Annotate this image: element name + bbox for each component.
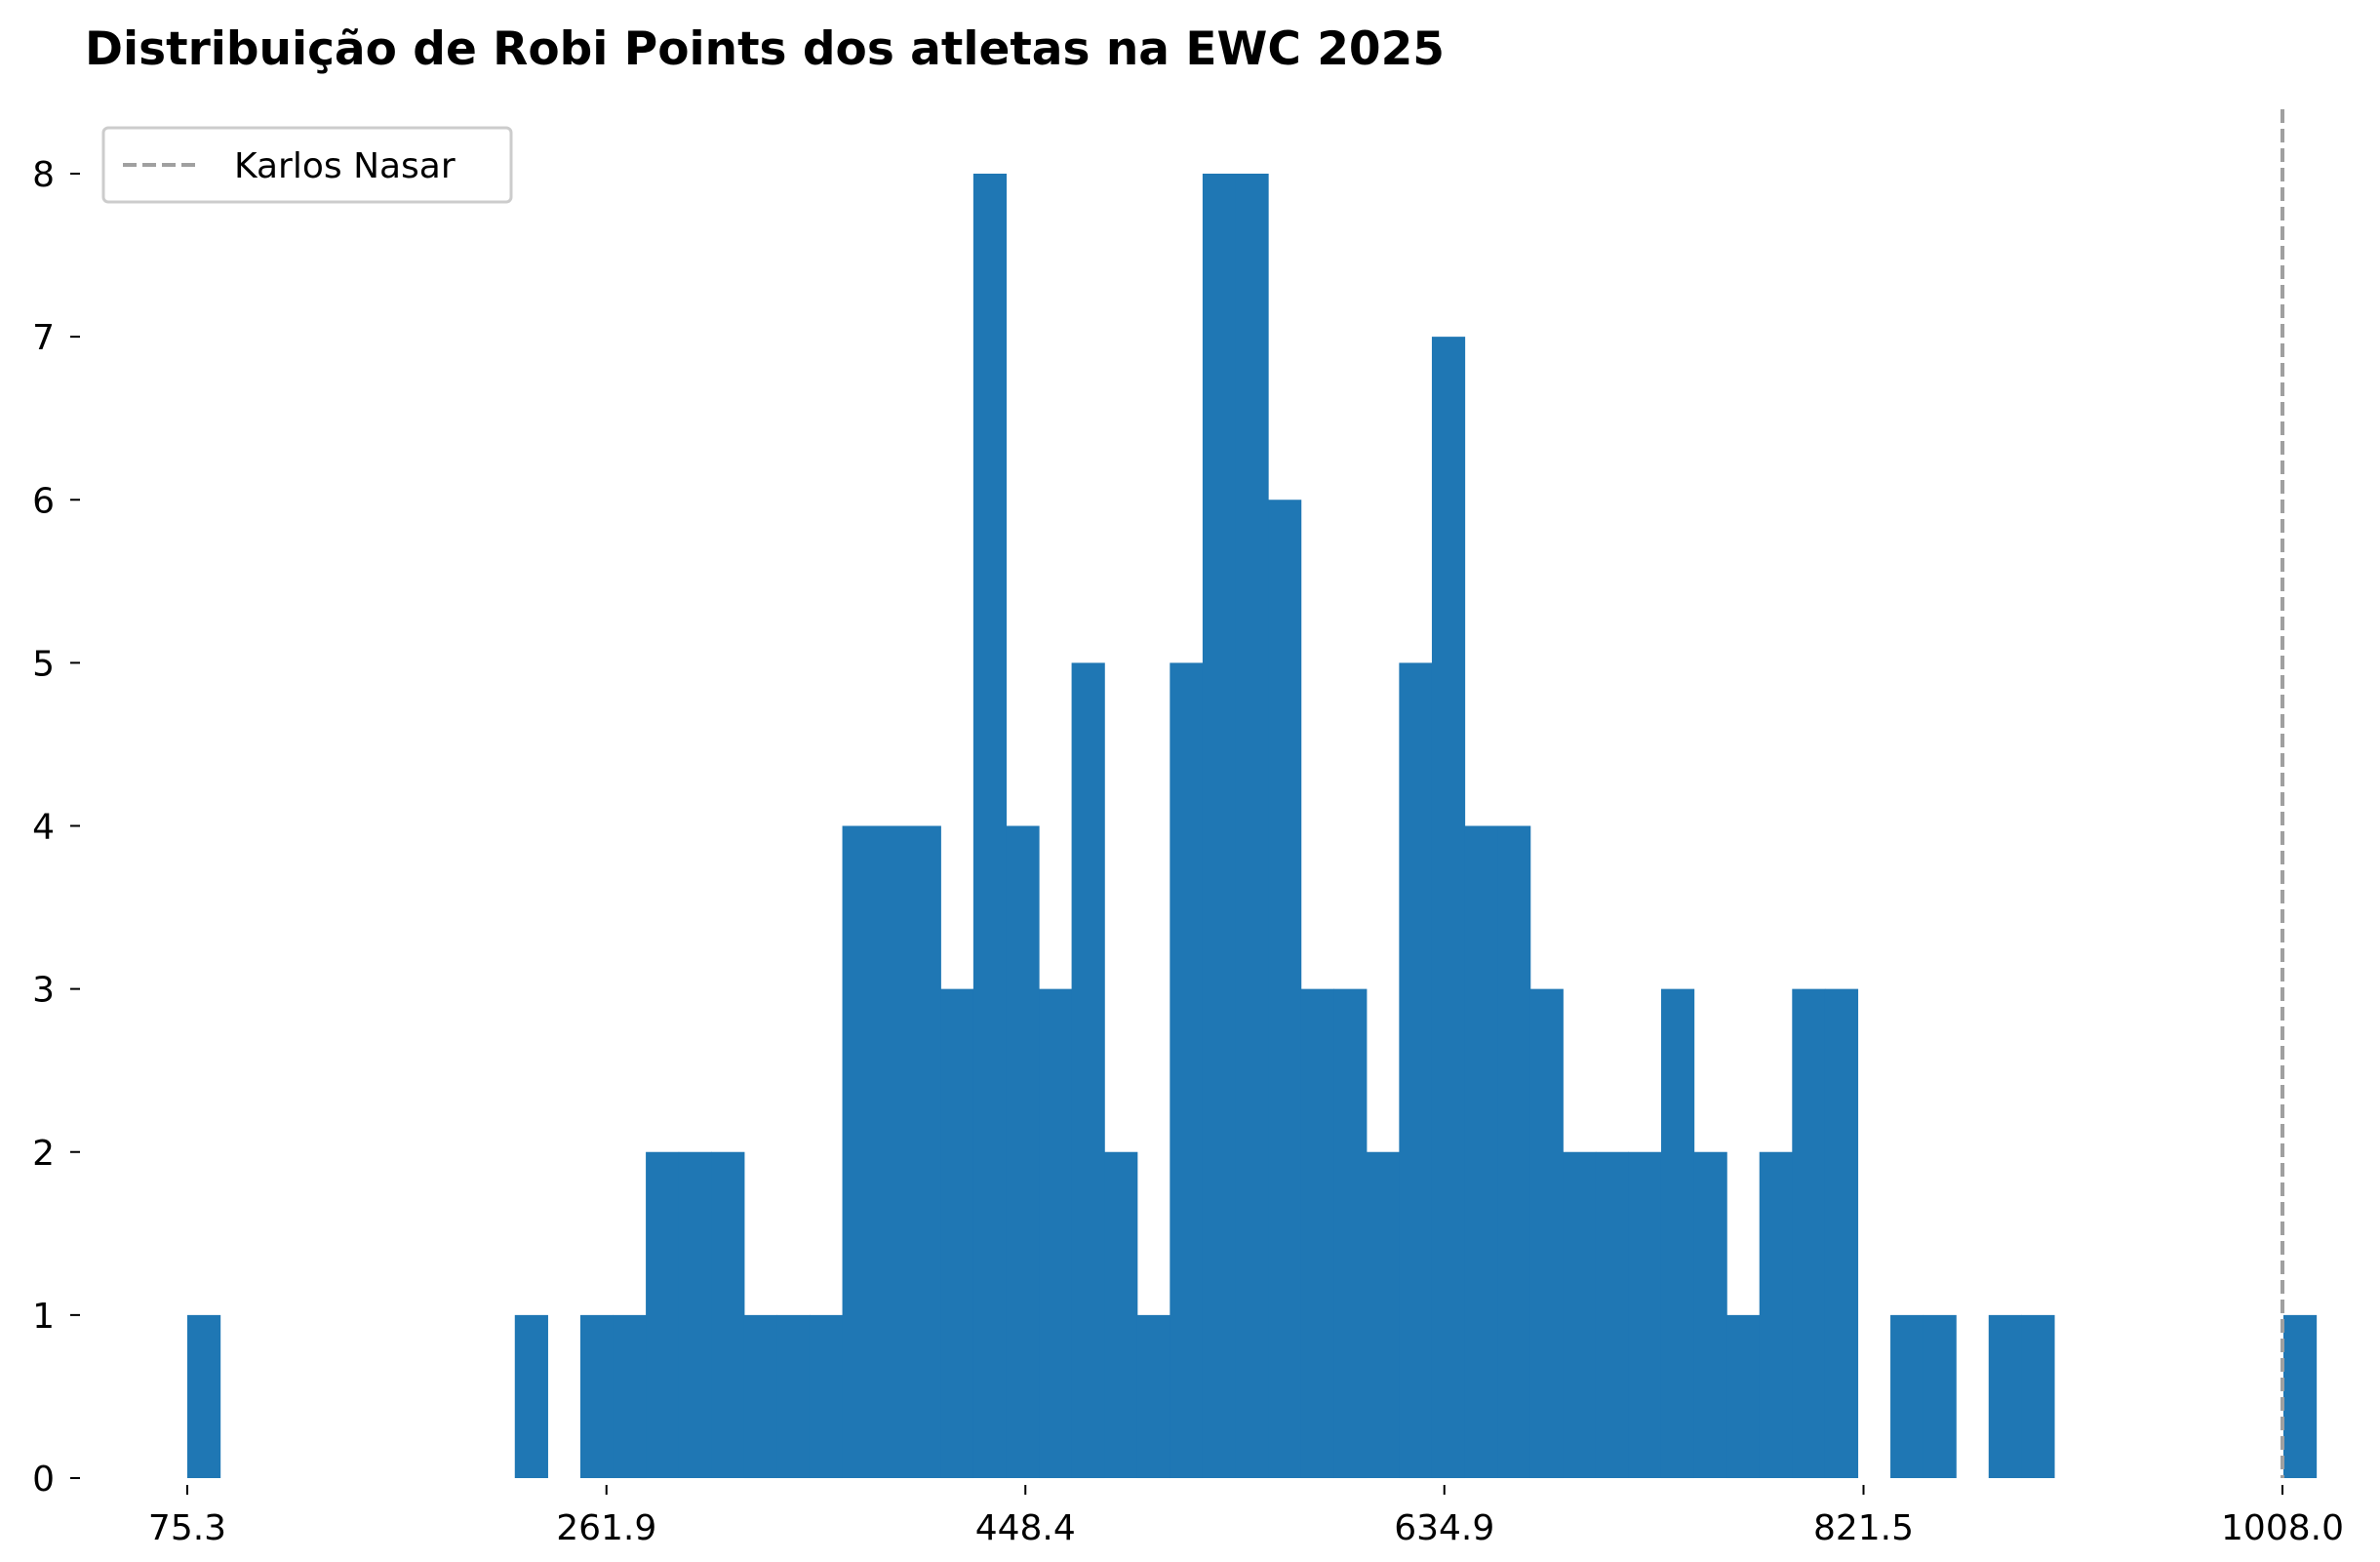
histogram-bar [743,1314,777,1479]
y-tick-label: 1 [32,1297,55,1337]
histogram-bar [1431,337,1466,1479]
histogram-bar [1464,825,1498,1478]
histogram-bar [875,825,909,1478]
histogram-bar [1595,1151,1630,1478]
histogram-bar [1923,1314,1957,1479]
histogram-bar [1792,988,1826,1479]
histogram-bar [972,174,1008,1478]
histogram-bar [809,1314,844,1479]
histogram-bar [579,1314,615,1479]
histogram-bar [1890,1314,1924,1479]
x-axis: 75.3 261.9 448.4 634.9 821.5 1008.0 [148,1485,2344,1548]
x-tick-label: 634.9 [1394,1508,1494,1548]
legend: Karlos Nasar [101,126,513,204]
histogram-bar [1628,1151,1662,1478]
histogram-bar [1399,662,1433,1479]
histogram-bar [1006,825,1040,1478]
x-tick-label: 821.5 [1813,1508,1914,1548]
bars-layer [187,174,2318,1479]
histogram-bar [842,825,876,1478]
histogram-bar [711,1151,745,1478]
histogram-bar [2282,1314,2318,1479]
x-tick-label: 261.9 [556,1508,656,1548]
y-tick-label: 0 [32,1460,55,1500]
histogram-bar [1071,662,1105,1479]
x-tick-label: 1008.0 [2221,1508,2344,1548]
histogram-bar [940,988,974,1479]
histogram-bar [1824,988,1859,1479]
y-tick-label: 5 [32,644,55,684]
histogram-bar [1759,1151,1793,1478]
histogram-bar [1529,988,1564,1479]
y-tick-label: 3 [32,971,55,1011]
histogram-bar [1136,1314,1170,1479]
histogram-bar [1563,1151,1597,1478]
histogram-bar [1170,662,1204,1479]
histogram-bar [1202,174,1237,1478]
x-tick-label: 75.3 [148,1508,226,1548]
y-tick-label: 8 [32,155,55,195]
x-tick-label: 448.4 [975,1508,1076,1548]
y-tick-label: 2 [32,1134,55,1174]
legend-label: Karlos Nasar [234,146,456,186]
histogram-bar [678,1151,712,1478]
y-tick-label: 4 [32,808,55,848]
histogram-bar [646,1151,680,1478]
histogram-bar [514,1314,548,1479]
histogram-bar [1268,500,1302,1478]
histogram-bar [187,1314,221,1479]
histogram-bar [1497,825,1531,1478]
chart-title: Distribuição de Robi Points dos atletas … [85,22,1445,76]
histogram-bar [776,1314,811,1479]
histogram-bar [1039,988,1073,1479]
histogram-bar [1726,1314,1761,1479]
y-axis: 0 1 2 3 4 5 6 7 8 [32,155,80,1500]
histogram-bar [1300,988,1334,1479]
histogram-bar [1660,988,1695,1479]
histogram-bar [907,825,941,1478]
histogram-bar [1988,1314,2022,1479]
y-tick-label: 7 [32,318,55,358]
histogram-bar [1104,1151,1138,1478]
y-tick-label: 6 [32,481,55,521]
histogram-bar [1333,988,1368,1479]
histogram-bar [613,1314,647,1479]
legend-box [101,126,513,204]
histogram-bar [2021,1314,2055,1479]
histogram-bar [1235,174,1269,1478]
histogram-bar [1366,1151,1400,1478]
histogram-bar [1693,1151,1727,1478]
